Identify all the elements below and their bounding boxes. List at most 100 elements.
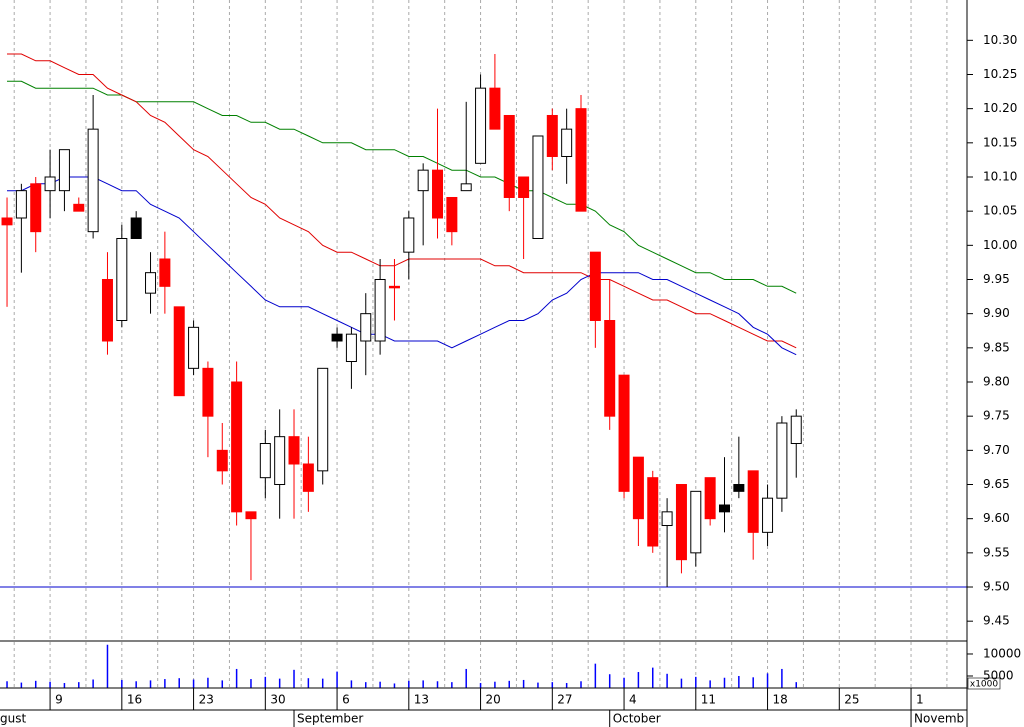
- candle-body: [245, 511, 257, 520]
- x-tick-label: 9: [55, 693, 63, 707]
- candle-body: [503, 114, 515, 198]
- month-label: Novemb: [914, 712, 964, 726]
- candle-body: [231, 381, 243, 513]
- y-tick-label: 9.45: [983, 614, 1010, 628]
- y-tick-label: 9.95: [983, 272, 1010, 286]
- candle-body: [618, 374, 630, 492]
- moving-average: [7, 176, 797, 356]
- candle-body: [403, 217, 415, 253]
- x-tick-label: 25: [844, 693, 859, 707]
- candle-body: [762, 497, 774, 533]
- y-tick-label: 10.25: [983, 67, 1017, 81]
- candle-body: [58, 149, 70, 192]
- y-tick-label: 10.00: [983, 238, 1017, 252]
- volume-unit: x1000: [970, 680, 999, 690]
- x-tick-label: 30: [270, 693, 285, 707]
- x-tick-label: 11: [701, 693, 716, 707]
- candle-body: [718, 504, 730, 513]
- month-label: October: [613, 712, 661, 726]
- y-tick-label: 9.55: [983, 545, 1010, 559]
- x-tick-label: 20: [486, 693, 501, 707]
- candle-body: [661, 511, 673, 527]
- candle-body: [604, 320, 616, 417]
- candle-body: [288, 436, 300, 465]
- candle-body: [173, 306, 185, 397]
- plot: [0, 53, 967, 688]
- month-label: gust: [0, 712, 26, 726]
- candle-body: [1, 217, 13, 226]
- candle-body: [44, 176, 56, 192]
- moving-average: [7, 80, 797, 294]
- y-tick-label: 9.85: [983, 340, 1010, 354]
- x-tick-label: 4: [629, 693, 637, 707]
- candle-body: [331, 333, 343, 342]
- y-tick-label: 9.90: [983, 306, 1010, 320]
- candle-body: [561, 128, 573, 157]
- candle-body: [130, 217, 142, 239]
- candle-body: [733, 484, 745, 492]
- volume-tick-label: 5000: [983, 668, 1014, 682]
- candle-body: [317, 367, 329, 472]
- candle-body: [202, 367, 214, 417]
- x-tick-label: 27: [557, 693, 572, 707]
- y-tick-label: 9.80: [983, 375, 1010, 389]
- y-tick-label: 9.60: [983, 511, 1010, 525]
- candle-body: [417, 169, 429, 192]
- candle-body: [73, 203, 85, 212]
- candle-body: [690, 490, 702, 554]
- candle-body: [259, 443, 271, 479]
- candle-body: [302, 463, 314, 492]
- y-tick-label: 10.05: [983, 204, 1017, 218]
- y-tick-label: 10.30: [983, 33, 1017, 47]
- y-tick-label: 9.70: [983, 443, 1010, 457]
- candle-body: [475, 87, 487, 164]
- unit-box: [967, 677, 1001, 690]
- x-tick-label: 18: [773, 693, 788, 707]
- candle-body: [345, 333, 357, 363]
- candle-body: [159, 258, 171, 287]
- x-tick-label: 23: [199, 693, 214, 707]
- candle-body: [145, 272, 157, 294]
- candle-body: [446, 196, 458, 233]
- x-tick-label: 6: [342, 693, 350, 707]
- candle-body: [374, 278, 386, 342]
- candle-body: [15, 190, 27, 219]
- candle-body: [747, 470, 759, 533]
- candle-body: [647, 477, 659, 547]
- y-tick-label: 10.15: [983, 135, 1017, 149]
- candle-body: [518, 176, 530, 198]
- candle-body: [360, 313, 372, 342]
- x-tick-label: 13: [414, 693, 429, 707]
- candle-body: [704, 477, 716, 520]
- candle-body: [388, 285, 400, 289]
- candle-body: [790, 415, 802, 445]
- candle-body: [101, 278, 113, 342]
- y-tick-label: 10.20: [983, 101, 1017, 115]
- y-tick-label: 9.75: [983, 409, 1010, 423]
- moving-average: [7, 53, 797, 349]
- candle-body: [30, 183, 42, 233]
- candle-body: [116, 237, 128, 322]
- candle-body: [632, 456, 644, 520]
- candle-body: [575, 108, 587, 212]
- candle-body: [546, 114, 558, 157]
- y-tick-label: 9.50: [983, 580, 1010, 594]
- candle-body: [532, 135, 544, 239]
- candle-body: [274, 436, 286, 486]
- candle-body: [675, 484, 687, 561]
- candle-body: [188, 326, 200, 369]
- x-tick-label: 1: [916, 693, 924, 707]
- y-tick-label: 10.10: [983, 169, 1017, 183]
- candle-body: [216, 449, 228, 472]
- candle-body: [776, 422, 788, 499]
- candle-body: [87, 128, 99, 233]
- candle-body: [489, 87, 501, 130]
- volume-tick-label: 10000: [983, 646, 1021, 660]
- candle-body: [432, 169, 444, 219]
- candle-body: [589, 251, 601, 321]
- x-tick-label: 16: [127, 693, 142, 707]
- y-tick-label: 9.65: [983, 477, 1010, 491]
- month-label: September: [297, 712, 363, 726]
